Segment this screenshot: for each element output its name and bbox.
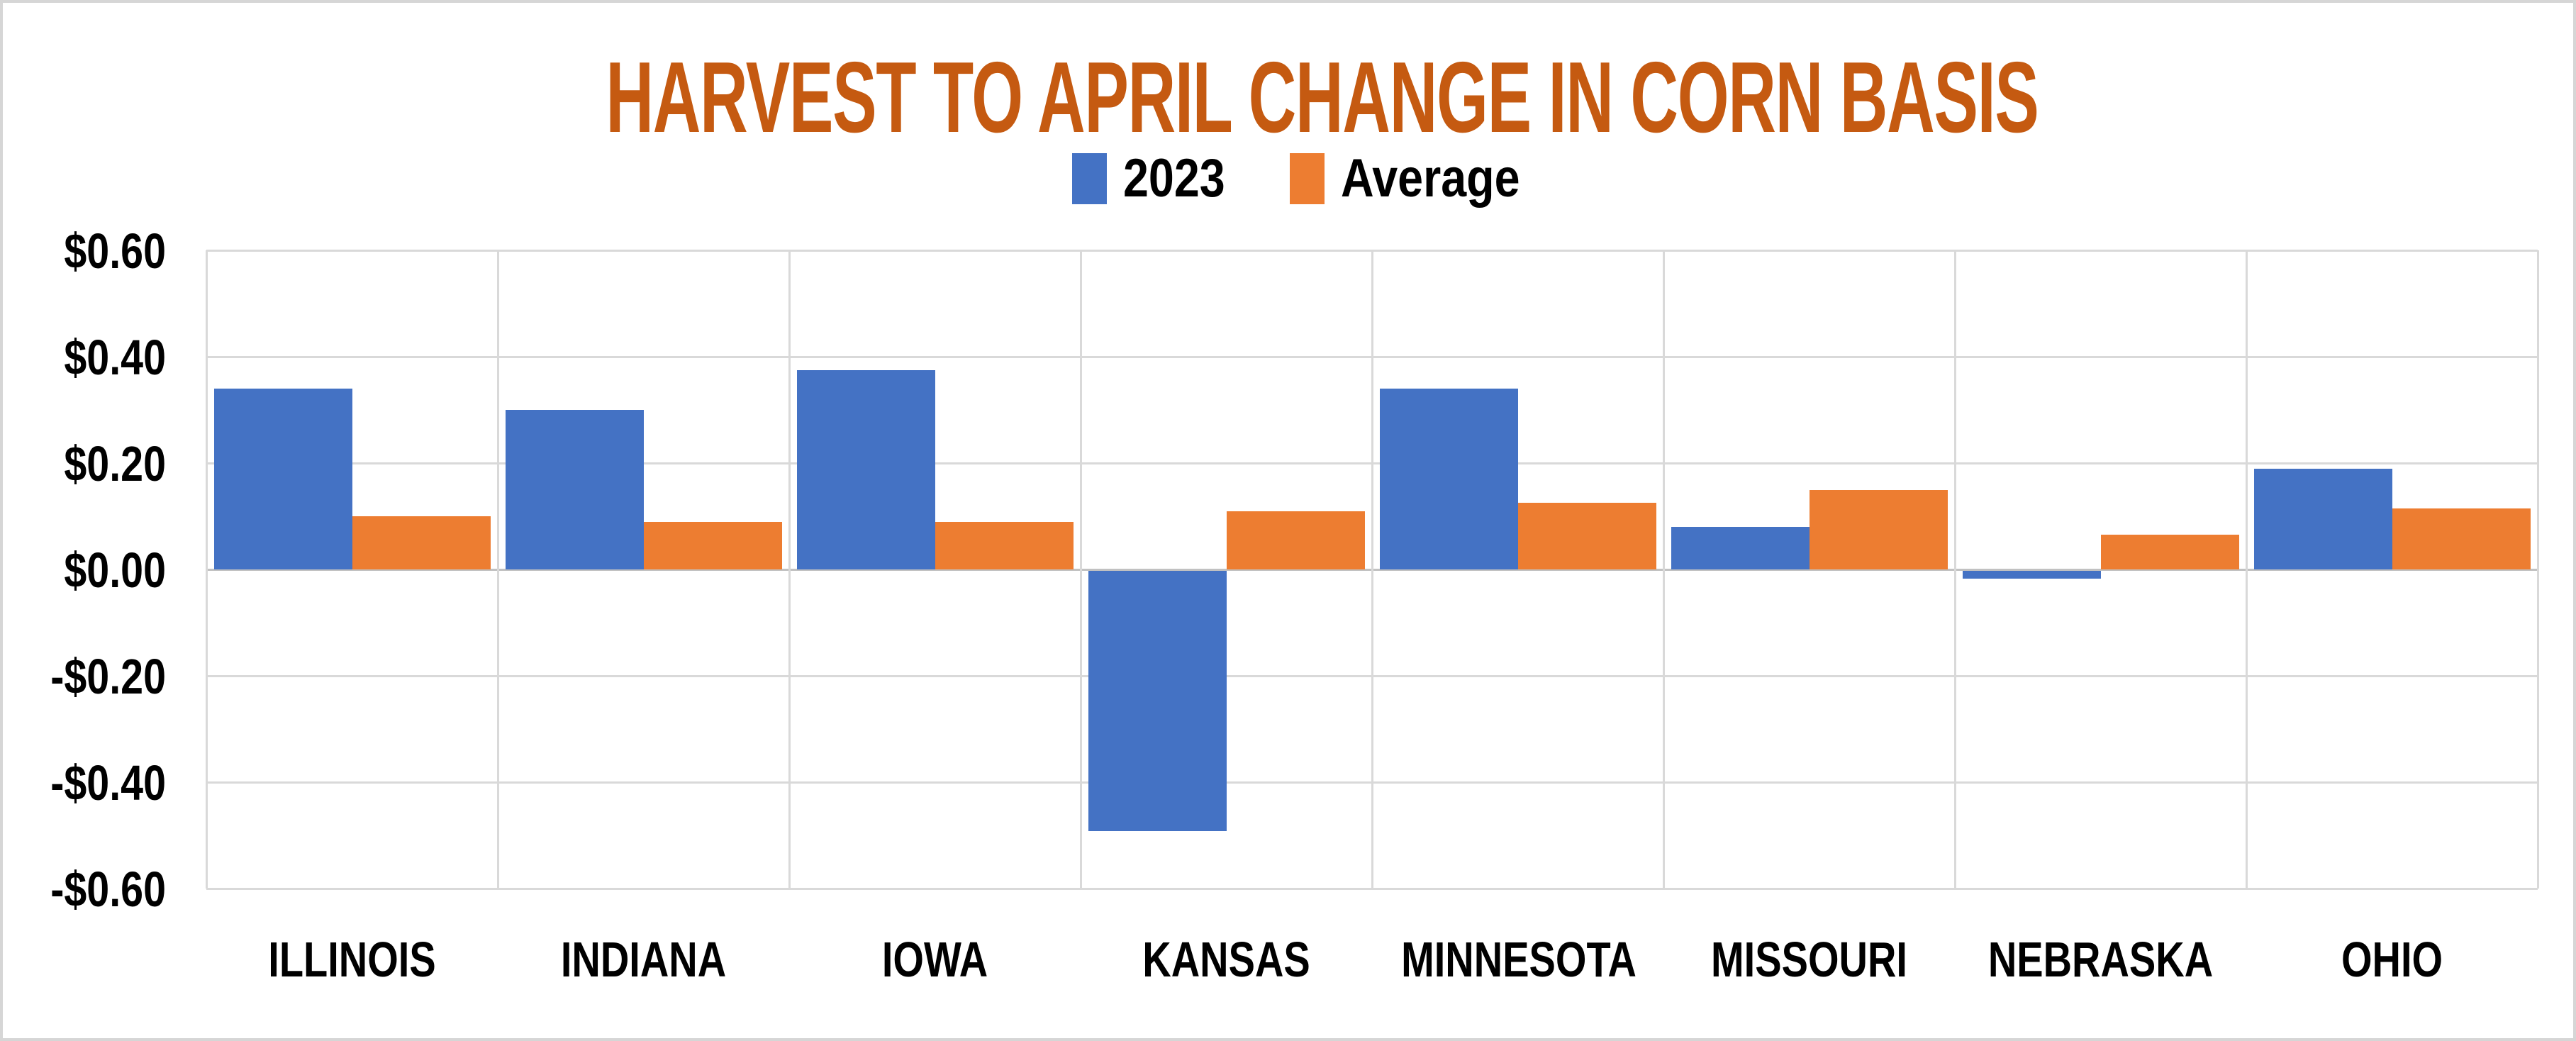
bar-2023-indiana [505,410,644,569]
x-label-indiana: INDIANA [560,932,727,987]
bar-2023-iowa [796,369,935,569]
legend-label-2023: 2023 [1123,148,1226,208]
bar-2023-kansas [1088,570,1227,831]
bar-average-indiana [643,521,782,569]
y-tick-label--0-40: $0.40 [64,330,166,385]
bar-2023-minnesota [1379,389,1518,569]
y-tick-label--0-20: -$0.20 [50,649,167,704]
gridline-vertical [1079,250,1082,889]
legend-swatch-average [1290,153,1325,204]
y-tick-label--0-00: $0.00 [64,542,166,598]
legend-swatch-2023 [1072,153,1108,204]
bar-average-missouri [1809,489,1948,569]
bar-average-iowa [935,521,1074,569]
bar-average-nebraska [2100,535,2239,569]
chart-title: HARVEST TO APRIL CHANGE IN CORN BASIS [606,41,2039,154]
x-label-missouri: MISSOURI [1711,932,1907,987]
bar-2023-illinois [213,389,352,569]
plot-area [205,249,2539,890]
x-label-kansas: KANSAS [1142,932,1310,987]
gridline-vertical [1953,250,1956,889]
legend-items: 2023 Average [1072,150,1551,207]
bar-2023-missouri [1671,527,1810,569]
gridline-vertical [496,250,499,889]
legend: 2023 Average [0,150,2576,207]
x-label-minnesota: MINNESOTA [1401,932,1637,987]
y-tick-label--0-20: $0.20 [64,436,166,491]
y-tick-label--0-60: -$0.60 [50,862,167,917]
y-tick-label--0-40: -$0.40 [50,755,167,811]
legend-label-average: Average [1341,148,1521,208]
gridline-horizontal [206,887,2538,890]
x-axis: ILLINOIS INDIANA IOWA KANSAS MINNESOTA MISSOU… [206,933,2538,997]
gridline-vertical [1371,250,1373,889]
gridline-vertical [788,250,791,889]
gridline-vertical [205,250,208,889]
x-label-illinois: ILLINOIS [268,932,436,987]
x-label-ohio: OHIO [2341,932,2443,987]
x-label-iowa: IOWA [881,932,988,987]
bar-2023-nebraska [1962,570,2101,579]
bar-average-minnesota [1517,503,1656,569]
legend-item-2023: 2023 [1072,150,1243,207]
legend-item-average: Average [1290,150,1551,207]
chart-title-row: HARVEST TO APRIL CHANGE IN CORN BASIS [0,41,2576,155]
bar-average-illinois [352,516,491,569]
bar-average-kansas [1226,511,1365,569]
gridline-vertical [2536,250,2539,889]
gridline-vertical [1662,250,1665,889]
bar-2023-ohio [2253,468,2392,569]
bar-average-ohio [2392,508,2531,569]
x-label-nebraska: NEBRASKA [1987,932,2214,987]
gridline-vertical [2245,250,2248,889]
y-tick-label--0-60: $0.60 [64,223,166,279]
